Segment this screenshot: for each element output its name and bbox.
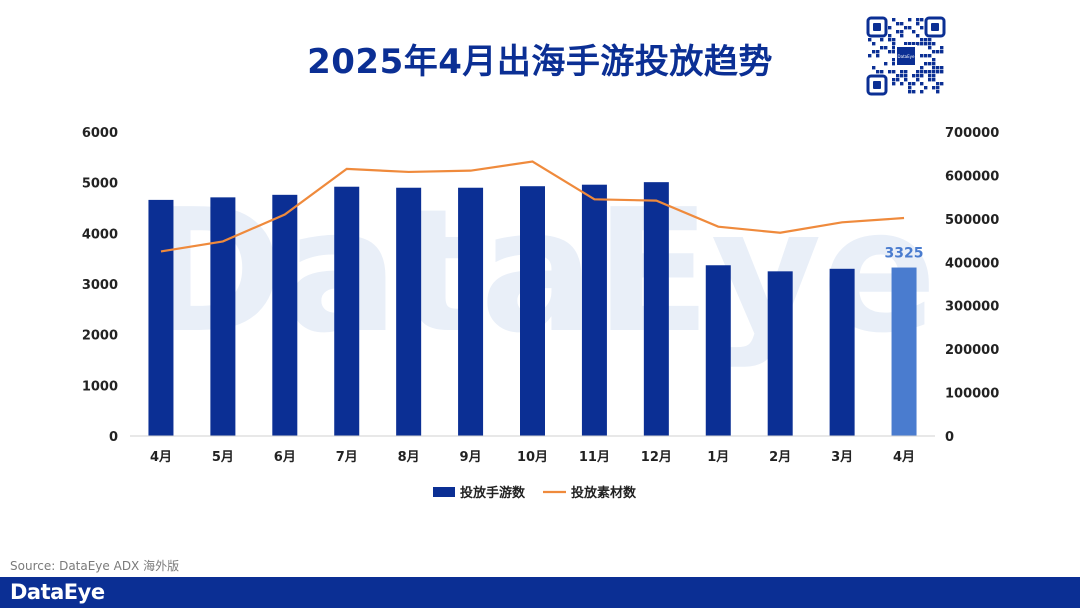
bar-11 [767,271,793,436]
legend-swatch-bar [433,487,455,497]
bar-3 [272,194,298,436]
y-left-tick-label: 4000 [82,227,118,242]
bar-2 [210,197,236,436]
chart-title: 2025年4月出海手游投放趋势 [307,42,773,82]
y-right-tick-label: 100000 [945,387,999,402]
bar-7 [520,186,545,436]
qr-logo-text: DataEye [898,54,915,59]
x-tick-label: 8月 [398,450,420,465]
bar-5 [396,187,422,436]
y-right-tick-label: 400000 [945,256,999,271]
x-tick-label: 4月 [893,450,915,465]
y-left-tick-label: 5000 [82,177,118,192]
bar-12 [829,268,855,436]
x-tick-label: 10月 [517,450,548,465]
x-tick-label: 4月 [150,450,172,465]
y-right-tick-label: 700000 [945,126,999,141]
bar-6 [458,187,484,436]
legend-label-line: 投放素材数 [571,485,637,501]
qr-code-icon: DataEye [866,16,946,96]
footer-bar: DataEye [0,577,1080,608]
bar-9 [643,182,669,436]
bar-13 [891,267,917,436]
y-right-tick-label: 600000 [945,169,999,184]
legend: 投放手游数 投放素材数 [433,485,637,501]
x-tick-label: 11月 [579,450,610,465]
y-right-tick-label: 300000 [945,300,999,315]
x-tick-label: 12月 [641,450,672,465]
x-tick-label: 3月 [831,450,853,465]
x-tick-label: 1月 [707,450,729,465]
legend-label-bar: 投放手游数 [460,485,526,501]
x-tick-label: 9月 [460,450,482,465]
y-left-tick-label: 2000 [82,329,118,344]
y-right-tick-label: 200000 [945,343,999,358]
bar-10 [705,265,731,436]
y-left-tick-label: 1000 [82,379,118,394]
footer-logo: DataEye [10,580,105,604]
y-left-tick-label: 6000 [82,126,118,141]
bar-1 [148,199,174,436]
y-right-tick-label: 0 [945,430,954,445]
bar-4 [334,186,360,436]
source-note: Source: DataEye ADX 海外版 [10,559,180,573]
x-tick-label: 6月 [274,450,296,465]
x-tick-label: 2月 [769,450,791,465]
x-tick-label: 7月 [336,450,358,465]
x-tick-label: 5月 [212,450,234,465]
bar-8 [581,184,607,436]
y-right-tick-label: 500000 [945,213,999,228]
y-left-tick-label: 3000 [82,278,118,293]
line-series-投放素材数 [160,160,905,253]
data-label: 3325 [885,246,924,262]
y-left-tick-label: 0 [109,430,118,445]
